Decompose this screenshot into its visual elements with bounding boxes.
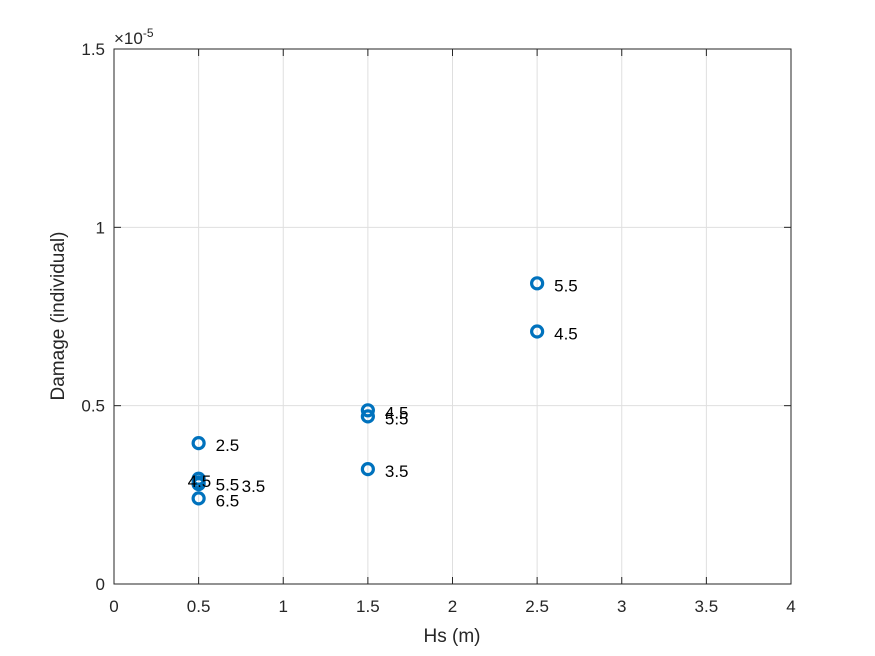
data-points	[191, 276, 545, 506]
point-label: 3.5	[242, 477, 266, 496]
point-label: 5.5	[385, 409, 409, 428]
x-tick-labels: 0 0.5 1 1.5 2 2.5 3 3.5 4	[109, 597, 795, 616]
axes	[113, 48, 792, 585]
x-tick-label: 2	[448, 597, 457, 616]
data-point-marker	[360, 403, 375, 418]
axes-box	[113, 48, 792, 585]
point-label: 3.5	[385, 462, 409, 481]
y-tick-labels: 0 0.5 1 1.5	[81, 40, 105, 594]
data-point-marker	[360, 462, 375, 477]
x-tick-label: 4	[786, 597, 795, 616]
y-tick-label: 1	[96, 218, 105, 237]
point-label: 4.5	[554, 324, 578, 343]
x-tick-label: 0.5	[187, 597, 211, 616]
point-label: 4.5	[188, 472, 212, 491]
x-tick-label: 1	[279, 597, 288, 616]
y-exponent-base: ×10	[114, 29, 143, 48]
data-point-marker	[191, 491, 206, 506]
x-tick-label: 2.5	[525, 597, 549, 616]
data-point-marker	[530, 276, 545, 291]
data-point-marker	[360, 409, 375, 424]
y-exponent-power: -5	[143, 26, 154, 40]
x-tick-label: 3.5	[695, 597, 719, 616]
x-tick-label: 3	[617, 597, 626, 616]
x-axis-title: Hs (m)	[424, 626, 481, 647]
point-label: 5.5	[554, 276, 578, 295]
y-tick-label: 0.5	[81, 397, 105, 416]
point-labels: 2.54.5 5.5 3.56.54.55.53.55.54.5	[188, 276, 578, 510]
y-tick-label: 1.5	[81, 40, 105, 59]
point-label: 5.5	[216, 475, 240, 494]
point-label: 4.5	[385, 403, 409, 422]
x-tick-label: 1.5	[356, 597, 380, 616]
x-tick-label: 0	[109, 597, 118, 616]
y-tick-label: 0	[96, 575, 105, 594]
data-point-marker	[191, 477, 206, 492]
y-exponent-label: ×10-5	[114, 26, 154, 48]
y-axis-title: Damage (individual)	[48, 232, 69, 401]
data-point-marker	[191, 436, 206, 451]
data-point-marker	[530, 324, 545, 339]
point-label: 6.5	[216, 491, 240, 510]
point-label: 2.5	[216, 436, 240, 455]
